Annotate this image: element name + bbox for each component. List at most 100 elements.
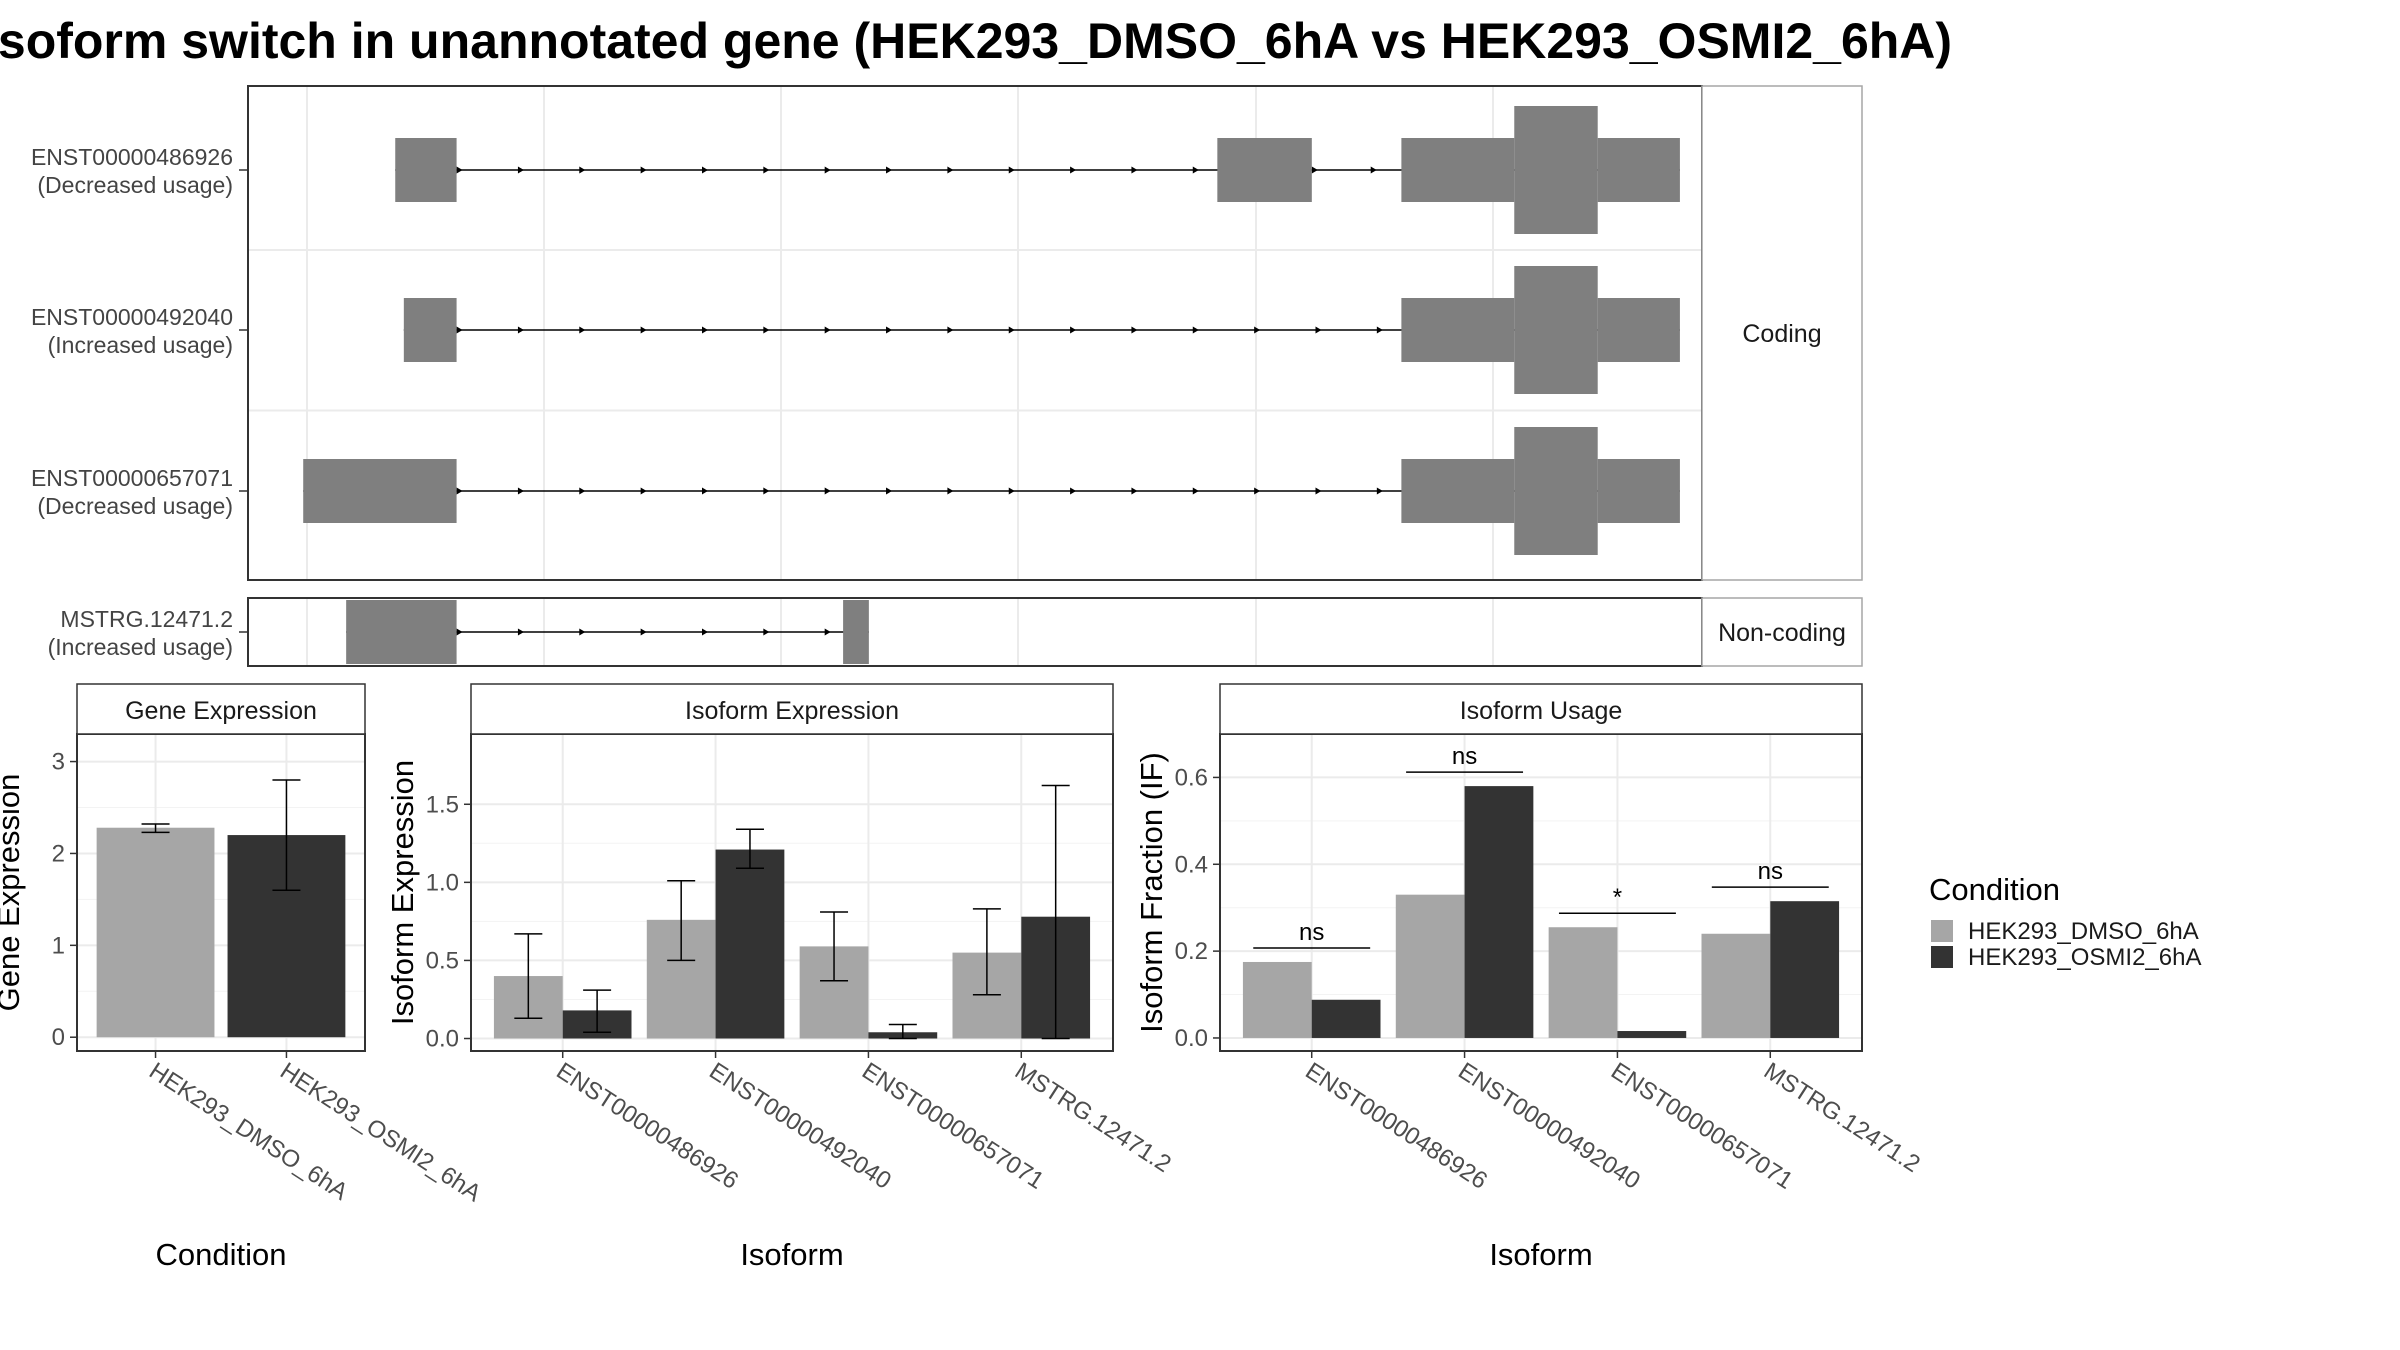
intron-direction-marker — [1311, 166, 1318, 174]
condition-legend: Condition HEK293_DMSO_6hAHEK293_OSMI2_6h… — [1929, 872, 2201, 971]
intron-direction-marker — [701, 326, 708, 334]
exon — [346, 600, 457, 664]
structure-panel-non-coding: Non-coding — [247, 597, 1863, 667]
expression-bar-panels: Gene Expression0123HEK293_DMSO_6hAHEK293… — [0, 683, 1925, 1272]
intron-direction-marker — [947, 326, 954, 334]
legend-swatch — [1931, 920, 1953, 942]
error-bar — [514, 933, 543, 1019]
cds-exon — [1514, 106, 1598, 234]
intron-direction-marker — [579, 628, 586, 636]
intron-direction-marker — [1370, 166, 1377, 174]
x-tick-label: MSTRG.12471.2 — [1759, 1057, 1925, 1178]
intron-direction-marker — [1008, 487, 1015, 495]
error-bar — [972, 908, 1001, 996]
panel-strip-label: Isoform Expression — [685, 697, 899, 725]
intron-direction-marker — [517, 487, 524, 495]
exon — [403, 298, 457, 362]
transcript-ENST00000486926 — [395, 106, 1680, 234]
y-tick-label: 1.0 — [426, 869, 459, 896]
intron-direction-marker — [701, 487, 708, 495]
intron-direction-marker — [1131, 326, 1138, 334]
intron-direction-marker — [1008, 326, 1015, 334]
exon — [303, 459, 457, 523]
y-tick-label: 0 — [52, 1024, 65, 1051]
intron-direction-marker — [1376, 326, 1383, 334]
intron-direction-marker — [947, 166, 954, 174]
intron-direction-marker — [579, 326, 586, 334]
x-tick-label: MSTRG.12471.2 — [1010, 1057, 1176, 1178]
intron-direction-marker — [947, 487, 954, 495]
intron-direction-marker — [1376, 487, 1383, 495]
transcript-label: ENST00000492040 — [31, 304, 233, 330]
x-axis-title: Condition — [156, 1237, 287, 1272]
transcript-usage-label: (Decreased usage) — [37, 172, 233, 198]
cds-exon — [1514, 266, 1598, 394]
structure-panel-coding: Coding — [247, 85, 1863, 581]
intron-direction-marker — [1192, 487, 1199, 495]
intron-direction-marker — [1192, 326, 1199, 334]
group-strip — [1701, 85, 1863, 581]
panel-strip-label: Gene Expression — [125, 697, 317, 725]
exon — [1597, 298, 1680, 362]
intron-direction-marker — [824, 628, 831, 636]
intron-direction-marker — [579, 166, 586, 174]
intron-direction-marker — [1008, 166, 1015, 174]
transcript-label: MSTRG.12471.2 — [60, 606, 233, 632]
bar-ENST00000657071-HEK293_DMSO_6hA — [1548, 927, 1618, 1038]
significance-label: * — [1613, 884, 1622, 911]
group-strip-label: Non-coding — [1718, 619, 1846, 647]
exon — [1597, 138, 1680, 202]
bar-ENST00000492040-HEK293_OSMI2_6hA — [715, 849, 785, 1039]
intron-direction-marker — [517, 628, 524, 636]
y-axis-title: Isoform Fraction (IF) — [1134, 752, 1169, 1033]
intron-direction-marker — [886, 487, 893, 495]
intron-direction-marker — [886, 326, 893, 334]
intron-direction-marker — [763, 487, 770, 495]
intron-direction-marker — [763, 166, 770, 174]
intron-direction-marker — [640, 326, 647, 334]
bar-MSTRG.12471.2-HEK293_OSMI2_6hA — [1770, 901, 1840, 1038]
intron-direction-marker — [1254, 326, 1261, 334]
transcript-ENST00000657071 — [303, 427, 1680, 555]
intron-direction-marker — [1254, 487, 1261, 495]
intron-direction-marker — [824, 166, 831, 174]
intron-direction-marker — [456, 628, 463, 636]
bar-ENST00000492040-HEK293_OSMI2_6hA — [1464, 786, 1534, 1038]
error-bar — [735, 828, 764, 870]
y-axis-title: Gene Expression — [0, 774, 26, 1012]
y-tick-label: 0.4 — [1175, 851, 1208, 878]
group-strip — [1701, 597, 1863, 667]
significance-label: ns — [1452, 743, 1477, 770]
exon — [1597, 459, 1680, 523]
intron-direction-marker — [1131, 166, 1138, 174]
bar-ENST00000486926-HEK293_OSMI2_6hA — [1311, 999, 1381, 1038]
bar-HEK293_DMSO_6hA — [96, 827, 215, 1038]
exon — [1217, 138, 1312, 202]
legend-label: HEK293_DMSO_6hA — [1968, 918, 2199, 945]
significance-label: ns — [1299, 919, 1324, 946]
cds-exon — [1514, 427, 1598, 555]
panel-gene-expression: Gene Expression0123HEK293_DMSO_6hAHEK293… — [0, 683, 486, 1272]
exon — [1401, 138, 1515, 202]
intron-direction-marker — [456, 166, 463, 174]
intron-direction-marker — [824, 487, 831, 495]
error-bar — [141, 823, 170, 834]
legend-title: Condition — [1929, 872, 2060, 907]
intron-direction-marker — [456, 487, 463, 495]
y-tick-label: 0.2 — [1175, 938, 1208, 965]
y-tick-label: 1.5 — [426, 791, 459, 818]
intron-direction-marker — [517, 326, 524, 334]
error-bar — [583, 989, 612, 1034]
intron-direction-marker — [640, 628, 647, 636]
panel-isoform-expression: Isoform Expression0.00.51.01.5ENST000004… — [385, 683, 1176, 1272]
transcript-usage-label: (Decreased usage) — [37, 493, 233, 519]
panel-strip-label: Isoform Usage — [1460, 697, 1623, 725]
significance-label: ns — [1758, 858, 1783, 885]
x-axis-title: Isoform — [740, 1237, 843, 1272]
panel-strip — [470, 683, 1114, 735]
y-tick-label: 0.6 — [1175, 764, 1208, 791]
intron-direction-marker — [1131, 487, 1138, 495]
bar-ENST00000486926-HEK293_DMSO_6hA — [1242, 961, 1312, 1038]
transcript-label: ENST00000486926 — [31, 144, 233, 170]
